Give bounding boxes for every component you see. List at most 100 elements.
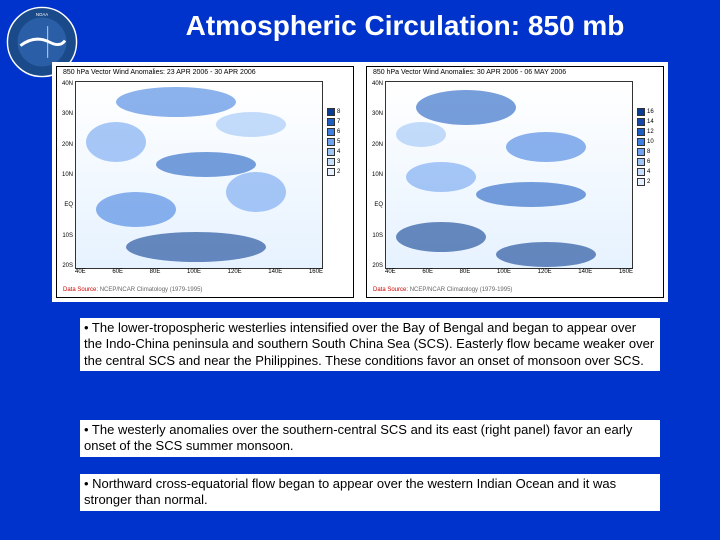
- axis-tick: 20S: [59, 263, 73, 269]
- legend-swatch: [327, 138, 335, 146]
- legend-row: 8: [637, 147, 659, 157]
- panel-left-data-source: Data Source: NCEP/NCAR Climatology (1979…: [63, 287, 202, 293]
- contour-blob: [126, 232, 266, 262]
- legend-label: 8: [647, 149, 650, 155]
- legend-row: 3: [327, 157, 349, 167]
- axis-tick: 20N: [59, 142, 73, 148]
- slide-title: Atmospheric Circulation: 850 mb: [110, 10, 700, 42]
- panel-right-data-source: Data Source: NCEP/NCAR Climatology (1979…: [373, 287, 512, 293]
- legend-label: 4: [337, 149, 340, 155]
- data-source-label: Data Source:: [63, 287, 98, 293]
- panel-right-title: 850 hPa Vector Wind Anomalies: 30 APR 20…: [373, 69, 566, 76]
- legend-label: 6: [647, 159, 650, 165]
- contour-blob: [416, 90, 516, 125]
- panel-right-legend: 16 14 12 10 8 6 4 2: [637, 107, 659, 187]
- legend-label: 2: [647, 179, 650, 185]
- panel-right-map: [385, 81, 633, 269]
- legend-label: 16: [647, 109, 654, 115]
- legend-swatch: [637, 168, 645, 176]
- bullet-2: • The westerly anomalies over the southe…: [80, 420, 660, 457]
- axis-tick: 40E: [385, 269, 396, 277]
- axis-tick: 160E: [309, 269, 323, 277]
- map-panel-right: 850 hPa Vector Wind Anomalies: 30 APR 20…: [366, 66, 664, 298]
- data-source-value: NCEP/NCAR Climatology (1979-1995): [410, 287, 513, 293]
- legend-swatch: [637, 108, 645, 116]
- legend-swatch: [637, 128, 645, 136]
- contour-blob: [396, 222, 486, 252]
- legend-row: 5: [327, 137, 349, 147]
- legend-row: 16: [637, 107, 659, 117]
- contour-blob: [156, 152, 256, 177]
- contour-blob: [506, 132, 586, 162]
- legend-row: 2: [637, 177, 659, 187]
- axis-tick: 40N: [59, 81, 73, 87]
- legend-label: 4: [647, 169, 650, 175]
- legend-row: 10: [637, 137, 659, 147]
- axis-tick: 10S: [369, 233, 383, 239]
- panel-left-map: [75, 81, 323, 269]
- axis-tick: 60E: [112, 269, 123, 277]
- legend-label: 12: [647, 129, 654, 135]
- legend-row: 2: [327, 167, 349, 177]
- legend-label: 14: [647, 119, 654, 125]
- legend-label: 6: [337, 129, 340, 135]
- contour-blob: [476, 182, 586, 207]
- axis-tick: 10S: [59, 233, 73, 239]
- contour-blob: [116, 87, 236, 117]
- legend-swatch: [637, 148, 645, 156]
- legend-row: 8: [327, 107, 349, 117]
- legend-row: 4: [327, 147, 349, 157]
- legend-swatch: [327, 108, 335, 116]
- legend-label: 3: [337, 159, 340, 165]
- map-panel-left: 850 hPa Vector Wind Anomalies: 23 APR 20…: [56, 66, 354, 298]
- axis-tick: 100E: [187, 269, 201, 277]
- axis-tick: 140E: [578, 269, 592, 277]
- panel-left-legend: 8 7 6 5 4 3 2: [327, 107, 349, 177]
- legend-label: 10: [647, 139, 654, 145]
- axis-tick: 80E: [150, 269, 161, 277]
- legend-row: 6: [637, 157, 659, 167]
- axis-tick: 140E: [268, 269, 282, 277]
- axis-tick: 20S: [369, 263, 383, 269]
- legend-swatch: [327, 158, 335, 166]
- legend-swatch: [327, 128, 335, 136]
- legend-row: 14: [637, 117, 659, 127]
- axis-tick: 30N: [369, 111, 383, 117]
- axis-tick: 120E: [228, 269, 242, 277]
- axis-tick: 120E: [538, 269, 552, 277]
- legend-label: 2: [337, 169, 340, 175]
- legend-swatch: [637, 178, 645, 186]
- axis-tick: 60E: [422, 269, 433, 277]
- bullet-3: • Northward cross-equatorial flow began …: [80, 474, 660, 511]
- legend-row: 4: [637, 167, 659, 177]
- contour-blob: [96, 192, 176, 227]
- legend-swatch: [327, 148, 335, 156]
- svg-text:NOAA: NOAA: [36, 12, 48, 17]
- panel-right-yaxis: 40N30N20N10NEQ10S20S: [369, 81, 383, 269]
- map-panels-container: 850 hPa Vector Wind Anomalies: 23 APR 20…: [52, 62, 668, 302]
- axis-tick: 40E: [75, 269, 86, 277]
- contour-blob: [216, 112, 286, 137]
- contour-blob: [396, 122, 446, 147]
- legend-label: 5: [337, 139, 340, 145]
- contour-blob: [406, 162, 476, 192]
- legend-row: 12: [637, 127, 659, 137]
- panel-right-xaxis: 40E60E80E100E120E140E160E: [385, 269, 633, 277]
- legend-swatch: [637, 118, 645, 126]
- axis-tick: 20N: [369, 142, 383, 148]
- axis-tick: 80E: [460, 269, 471, 277]
- legend-swatch: [637, 158, 645, 166]
- axis-tick: 160E: [619, 269, 633, 277]
- axis-tick: 10N: [59, 172, 73, 178]
- contour-blob: [226, 172, 286, 212]
- bullet-1: • The lower-tropospheric westerlies inte…: [80, 318, 660, 371]
- data-source-label: Data Source:: [373, 287, 408, 293]
- axis-tick: 10N: [369, 172, 383, 178]
- legend-label: 7: [337, 119, 340, 125]
- axis-tick: EQ: [369, 202, 383, 208]
- legend-row: 6: [327, 127, 349, 137]
- legend-row: 7: [327, 117, 349, 127]
- contour-blob: [496, 242, 596, 267]
- contour-blob: [86, 122, 146, 162]
- legend-swatch: [637, 138, 645, 146]
